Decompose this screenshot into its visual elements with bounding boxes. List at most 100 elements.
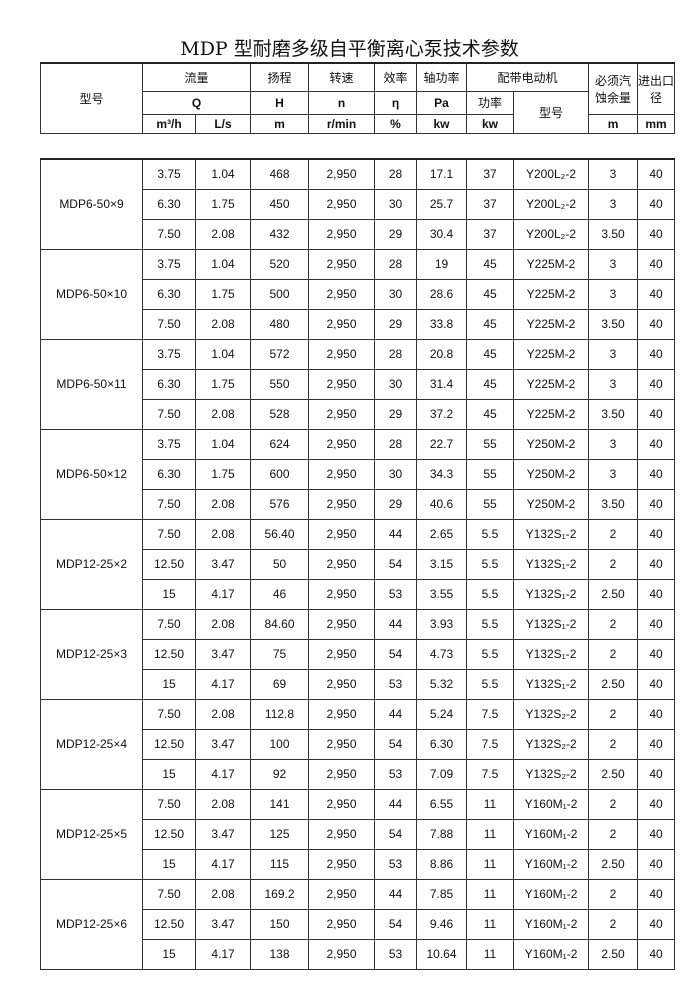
table-row: MDP12-25×3 7.50 2.08 84.60 2,950 44 3.93 5.5 Y13… bbox=[40, 608, 675, 700]
cell-shaft-power: 6.30 bbox=[416, 728, 467, 760]
cell-port: 40 bbox=[637, 158, 675, 190]
cell-efficiency: 30 bbox=[374, 368, 417, 400]
unit-npsh: m bbox=[588, 113, 639, 134]
cell-head: 115 bbox=[250, 848, 309, 880]
cell-head: 50 bbox=[250, 548, 309, 580]
cell-npsh: 2 bbox=[588, 548, 638, 580]
cell-speed: 2,950 bbox=[308, 158, 375, 190]
cell-motor-power: 45 bbox=[466, 368, 514, 400]
cell-shaft-power: 3.15 bbox=[416, 548, 467, 580]
cell-head: 112.8 bbox=[250, 698, 309, 730]
cell-motor-model: Y132S₁-2 bbox=[513, 518, 589, 550]
cell-efficiency: 44 bbox=[374, 608, 417, 640]
cell-flow-m3h: 12.50 bbox=[142, 548, 196, 580]
sym-q: Q bbox=[141, 90, 252, 115]
cell-motor-model: Y160M₁-2 bbox=[513, 908, 589, 940]
cell-speed: 2,950 bbox=[308, 668, 375, 700]
cell-efficiency: 53 bbox=[374, 758, 417, 790]
cell-npsh: 3.50 bbox=[588, 398, 638, 430]
table-row: 7.50 2.08 480 2,950 29 33.8 45 Y225M-2 3.50 40 bbox=[41, 308, 675, 340]
cell-port: 40 bbox=[637, 758, 675, 790]
col-flow: 流量 bbox=[141, 62, 252, 92]
cell-shaft-power: 4.73 bbox=[416, 638, 467, 670]
cell-flow-ls: 4.17 bbox=[195, 668, 251, 700]
cell-efficiency: 53 bbox=[374, 578, 417, 610]
cell-npsh: 3 bbox=[588, 428, 638, 460]
cell-motor-model: Y160M₁-2 bbox=[513, 848, 589, 880]
table-row: MDP12-25×6 7.50 2.08 169.2 2,950 44 7.85 11 Y160… bbox=[40, 878, 675, 970]
cell-port: 40 bbox=[637, 278, 675, 310]
cell-flow-m3h: 7.50 bbox=[142, 218, 196, 250]
cell-motor-power: 11 bbox=[466, 848, 514, 880]
cell-model: MDP12-25×3 bbox=[40, 608, 143, 700]
cell-motor-power: 45 bbox=[466, 248, 514, 280]
cell-port: 40 bbox=[637, 488, 675, 520]
cell-motor-power: 11 bbox=[466, 788, 514, 820]
cell-npsh: 2.50 bbox=[588, 848, 638, 880]
cell-shaft-power: 31.4 bbox=[416, 368, 467, 400]
cell-efficiency: 29 bbox=[374, 218, 417, 250]
cell-motor-model: Y225M-2 bbox=[513, 338, 589, 370]
cell-port: 40 bbox=[637, 398, 675, 430]
cell-efficiency: 30 bbox=[374, 278, 417, 310]
cell-npsh: 3 bbox=[588, 368, 638, 400]
cell-head: 480 bbox=[250, 308, 309, 340]
cell-flow-ls: 2.08 bbox=[195, 398, 251, 430]
cell-port: 40 bbox=[637, 368, 675, 400]
cell-speed: 2,950 bbox=[308, 908, 375, 940]
cell-motor-power: 37 bbox=[466, 158, 514, 190]
cell-motor-power: 5.5 bbox=[466, 578, 514, 610]
cell-flow-ls: 3.47 bbox=[195, 728, 251, 760]
cell-port: 40 bbox=[637, 668, 675, 700]
cell-npsh: 2.50 bbox=[588, 578, 638, 610]
cell-npsh: 2 bbox=[588, 518, 638, 550]
cell-efficiency: 44 bbox=[374, 878, 417, 910]
cell-flow-m3h: 7.50 bbox=[142, 878, 196, 910]
table-row: MDP12-25×4 7.50 2.08 112.8 2,950 44 5.24 7.5 Y13… bbox=[40, 698, 675, 790]
cell-head: 125 bbox=[250, 818, 309, 850]
cell-flow-m3h: 12.50 bbox=[142, 728, 196, 760]
cell-motor-model: Y200L₂-2 bbox=[513, 158, 589, 190]
page-title: MDP 型耐磨多级自平衡离心泵技术参数 bbox=[180, 38, 519, 60]
cell-npsh: 2 bbox=[588, 638, 638, 670]
cell-motor-model: Y132S₁-2 bbox=[513, 548, 589, 580]
table-row: MDP6-50×9 3.75 1.04 468 2,950 28 17.1 37 Y200L₂-… bbox=[40, 158, 675, 250]
cell-shaft-power: 17.1 bbox=[416, 158, 467, 190]
cell-npsh: 2 bbox=[588, 908, 638, 940]
cell-motor-model: Y132S₁-2 bbox=[513, 638, 589, 670]
table-row: MDP12-25×5 7.50 2.08 141 2,950 44 6.55 11 Y160M₁… bbox=[40, 788, 675, 880]
cell-motor-power: 55 bbox=[466, 488, 514, 520]
cell-efficiency: 29 bbox=[374, 488, 417, 520]
cell-port: 40 bbox=[637, 338, 675, 370]
col-npsh: 必须汽蚀余量 bbox=[588, 62, 639, 115]
table-row: 15 4.17 69 2,950 53 5.32 5.5 Y132S₁-2 2.50 40 bbox=[41, 668, 675, 700]
cell-head: 46 bbox=[250, 578, 309, 610]
cell-flow-ls: 1.04 bbox=[195, 248, 251, 280]
cell-flow-ls: 3.47 bbox=[195, 908, 251, 940]
cell-efficiency: 54 bbox=[374, 548, 417, 580]
cell-motor-model: Y132S₁-2 bbox=[513, 578, 589, 610]
cell-port: 40 bbox=[637, 788, 675, 820]
cell-motor-model: Y132S₂-2 bbox=[513, 758, 589, 790]
table-row: 12.50 3.47 150 2,950 54 9.46 11 Y160M₁-2 2 40 bbox=[41, 908, 675, 940]
sym-pa: Pa bbox=[416, 90, 468, 115]
cell-efficiency: 29 bbox=[374, 398, 417, 430]
cell-flow-m3h: 3.75 bbox=[142, 158, 196, 190]
cell-speed: 2,950 bbox=[308, 878, 375, 910]
cell-motor-model: Y225M-2 bbox=[513, 368, 589, 400]
cell-flow-m3h: 15 bbox=[142, 578, 196, 610]
cell-flow-ls: 1.75 bbox=[195, 368, 251, 400]
cell-motor-power: 45 bbox=[466, 308, 514, 340]
cell-flow-m3h: 7.50 bbox=[142, 308, 196, 340]
cell-speed: 2,950 bbox=[308, 608, 375, 640]
cell-efficiency: 28 bbox=[374, 338, 417, 370]
cell-speed: 2,950 bbox=[308, 848, 375, 880]
cell-speed: 2,950 bbox=[308, 188, 375, 220]
cell-flow-m3h: 7.50 bbox=[142, 518, 196, 550]
cell-head: 572 bbox=[250, 338, 309, 370]
cell-motor-model: Y200L₂-2 bbox=[513, 218, 589, 250]
cell-npsh: 2 bbox=[588, 818, 638, 850]
cell-flow-m3h: 12.50 bbox=[142, 818, 196, 850]
cell-efficiency: 30 bbox=[374, 188, 417, 220]
cell-flow-ls: 1.75 bbox=[195, 278, 251, 310]
